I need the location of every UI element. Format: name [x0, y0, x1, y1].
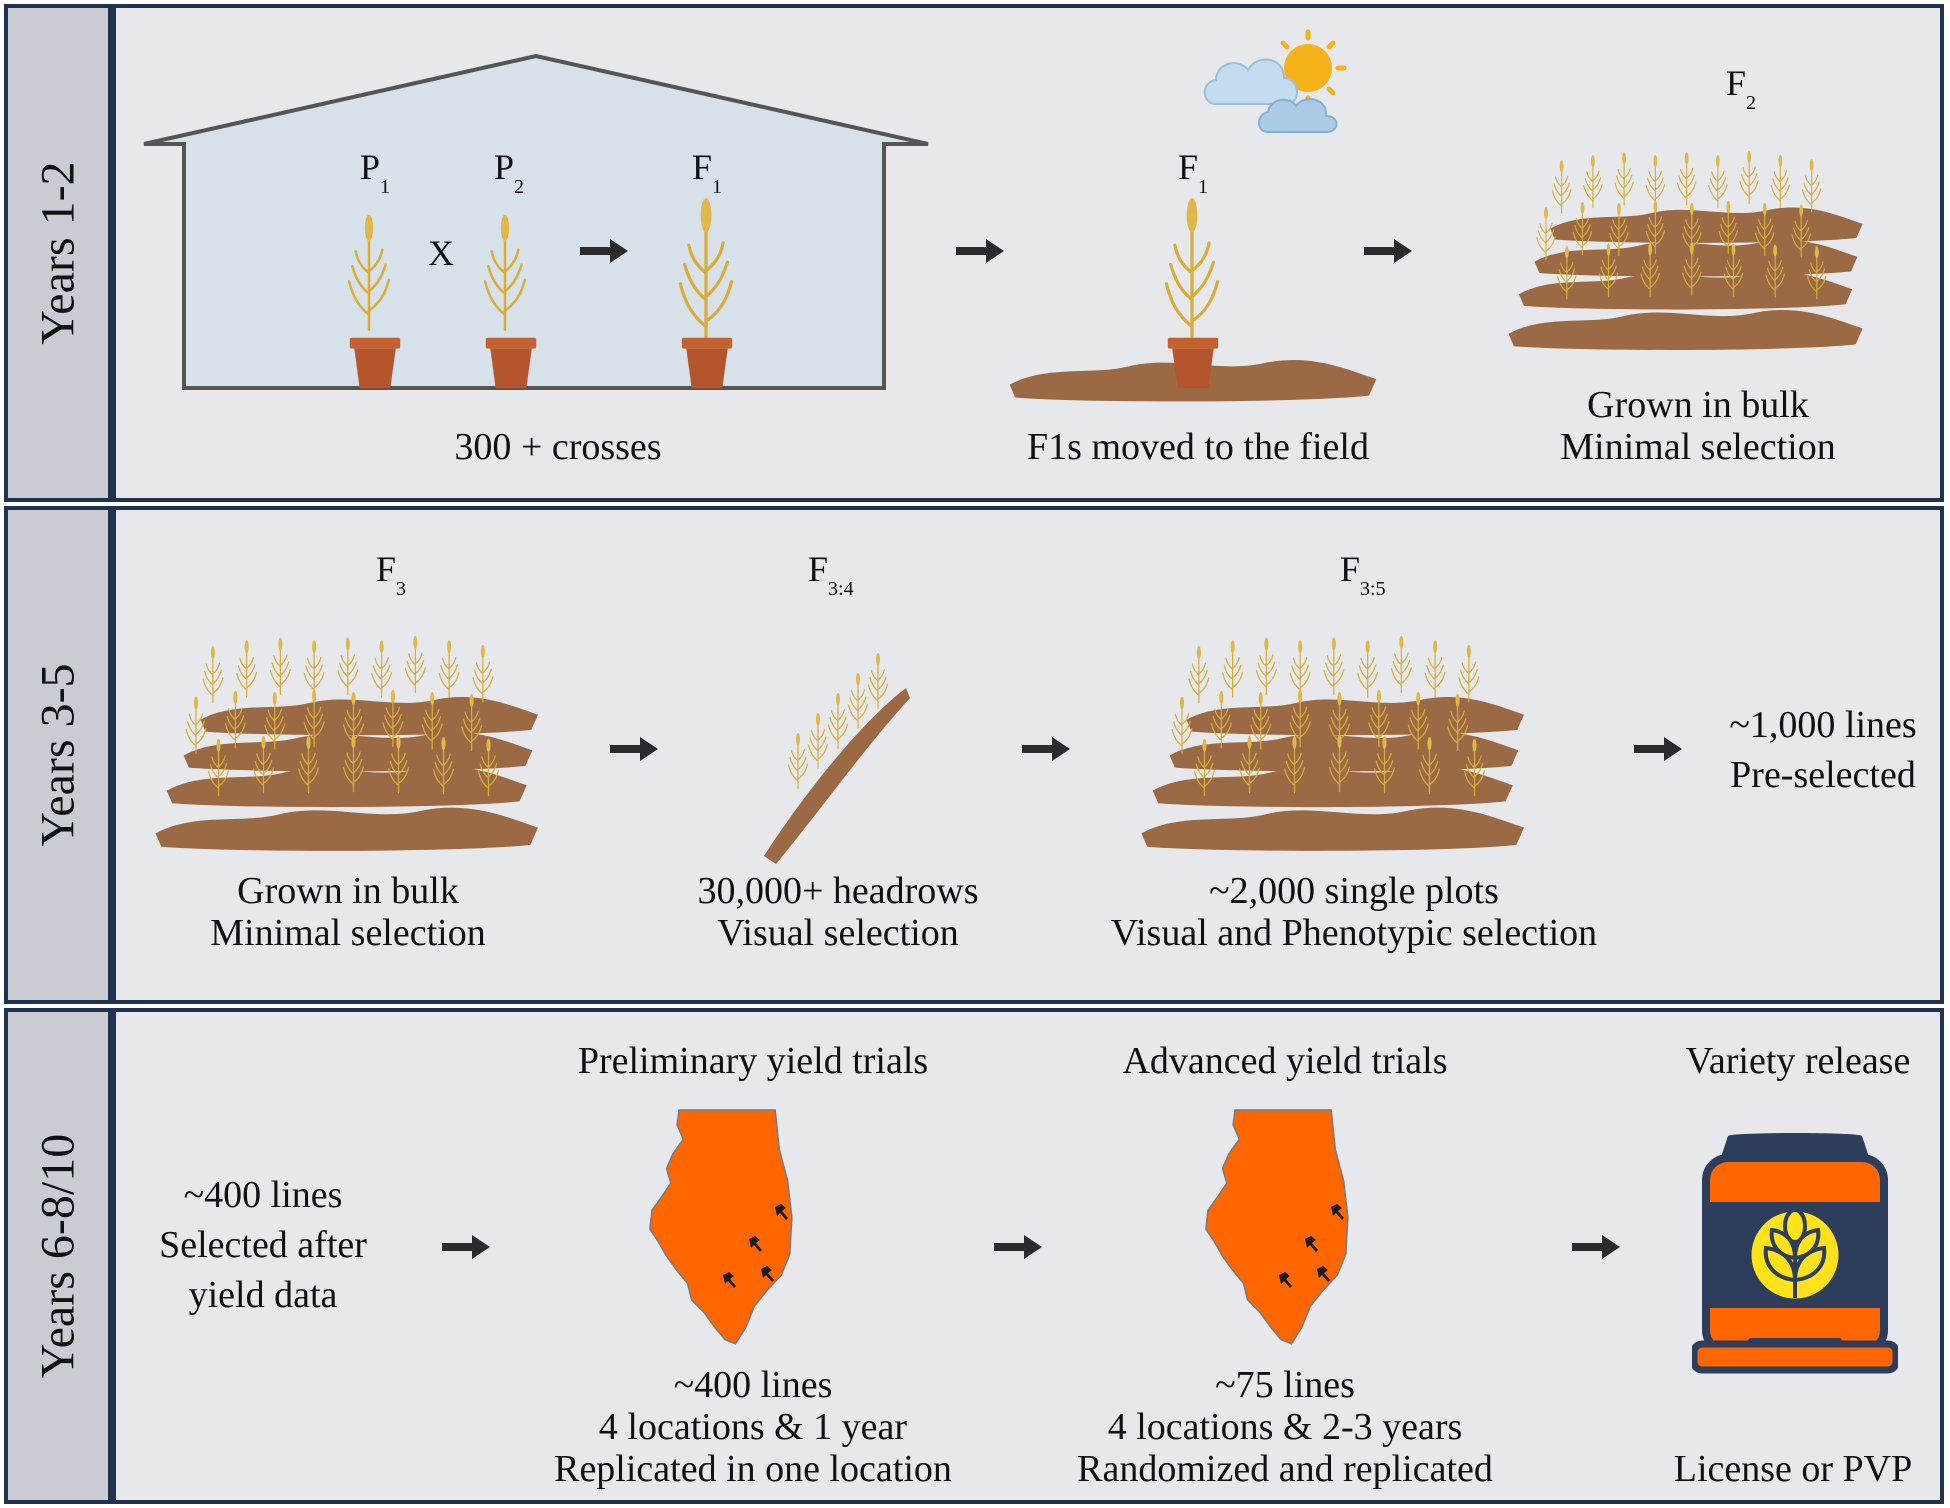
year-band: Years 1-2: [8, 8, 116, 498]
caption-bulk-line2: Minimal selection: [210, 912, 486, 954]
location-pin-icon: [1302, 1234, 1322, 1254]
year-band: Years 6-8/10: [8, 1012, 116, 1500]
caption-pyt-line2: 4 locations & 1 year: [598, 1406, 908, 1448]
greenhouse-icon: [143, 53, 929, 390]
wheat-plant-icon: [344, 198, 394, 348]
title-preliminary-yield-trials: Preliminary yield trials: [577, 1040, 929, 1082]
location-pin-icon: [772, 1202, 792, 1222]
title-advanced-yield-trials: Advanced yield trials: [1122, 1040, 1448, 1082]
caption-headrows-line2: Visual selection: [717, 912, 959, 954]
caption-bulk-line2: Minimal selection: [1560, 426, 1836, 468]
illinois-map-icon: [1200, 1108, 1360, 1348]
arrow-right-icon: [1570, 1232, 1622, 1262]
seed-bag-icon: [1692, 1133, 1898, 1374]
pot-icon: [484, 336, 538, 390]
caption-preselected-line1: ~1,000 lines: [1729, 704, 1917, 746]
label-f3: F3: [376, 549, 407, 600]
wheat-plant-icon: [668, 198, 744, 348]
year-band: Years 3-5: [8, 510, 116, 1000]
field-plot-icon: [138, 596, 578, 866]
pot-icon: [680, 336, 734, 390]
location-pin-icon: [746, 1234, 766, 1254]
caption-pyt-line3: Replicated in one location: [554, 1448, 952, 1490]
caption-selected-line1: ~400 lines: [183, 1174, 343, 1216]
arrow-right-icon: [1020, 734, 1072, 764]
location-pin-icon: [720, 1270, 740, 1290]
arrow-right-icon: [608, 734, 660, 764]
label-p1: P1: [360, 147, 391, 198]
arrow-right-icon: [1362, 236, 1414, 266]
illinois-map-icon: [644, 1108, 804, 1348]
field-plot-icon: [1124, 596, 1564, 866]
caption-preselected-line2: Pre-selected: [1730, 754, 1916, 796]
arrow-right-icon: [1632, 734, 1684, 764]
arrow-right-icon: [440, 1232, 492, 1262]
label-f3-4: F3:4: [808, 549, 854, 600]
caption-crosses: 300 + crosses: [454, 426, 662, 468]
wheat-plant-icon: [1154, 198, 1230, 348]
caption-bulk-line1: Grown in bulk: [237, 870, 459, 912]
arrow-right-icon: [954, 236, 1006, 266]
wheat-plant-icon: [480, 198, 530, 348]
pot-icon: [348, 336, 402, 390]
label-p2: P2: [494, 147, 525, 198]
headrow-icon: [764, 651, 910, 864]
title-variety-release: Variety release: [1685, 1040, 1911, 1082]
caption-plots-line1: ~2,000 single plots: [1209, 870, 1499, 912]
panel-years-1-2: Years 1-2 P1 X P2 F1 300 + crosses F1 F1…: [4, 4, 1944, 502]
location-pin-icon: [1276, 1270, 1296, 1290]
caption-ayt-line1: ~75 lines: [1215, 1364, 1355, 1406]
arrow-right-icon: [992, 1232, 1044, 1262]
field-plot-icon: [1486, 114, 1906, 364]
arrow-right-icon: [578, 236, 630, 266]
caption-selected-line3: yield data: [188, 1274, 338, 1316]
caption-ayt-line2: 4 locations & 2-3 years: [1107, 1406, 1463, 1448]
caption-license: License or PVP: [1673, 1448, 1913, 1490]
caption-headrows-line1: 30,000+ headrows: [697, 870, 979, 912]
caption-bulk-line1: Grown in bulk: [1587, 384, 1809, 426]
location-pin-icon: [1328, 1202, 1348, 1222]
caption-pyt-line1: ~400 lines: [673, 1364, 833, 1406]
caption-plots-line2: Visual and Phenotypic selection: [1110, 912, 1598, 954]
location-pin-icon: [758, 1264, 778, 1284]
pot-icon: [1166, 336, 1220, 390]
cross-symbol: X: [428, 233, 454, 273]
location-pin-icon: [1314, 1264, 1334, 1284]
label-f1-field: F1: [1178, 147, 1209, 198]
caption-ayt-line3: Randomized and replicated: [1077, 1448, 1493, 1490]
caption-selected-line2: Selected after: [159, 1224, 367, 1266]
sun-cloud-icon: [1203, 29, 1347, 133]
caption-f1-field: F1s moved to the field: [1027, 426, 1369, 468]
panel-years-6-8-10: Years 6-8/10 ~400 lines Selected after y…: [4, 1008, 1944, 1504]
label-f1-greenhouse: F1: [692, 147, 723, 198]
label-f3-5: F3:5: [1340, 549, 1386, 600]
label-f2: F2: [1726, 63, 1757, 114]
panel-years-3-5: Years 3-5 F3 Grown in bulk Minimal selec…: [4, 506, 1944, 1004]
